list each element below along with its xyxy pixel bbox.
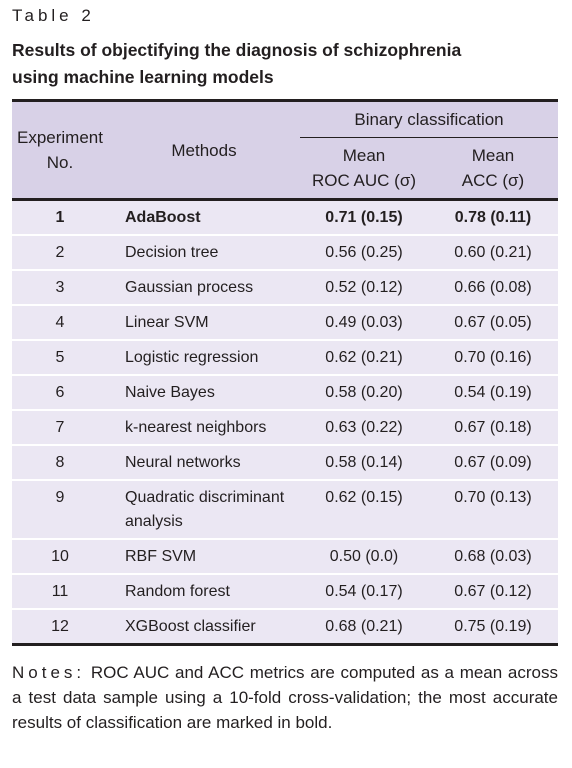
experiment-no: 2 — [12, 234, 108, 270]
notes-label: Notes: — [12, 663, 86, 682]
table-row: 4 Linear SVM 0.49 (0.03) 0.67 (0.05) — [12, 304, 558, 340]
roc-auc: 0.62 (0.15) — [300, 479, 428, 539]
acc: 0.67 (0.09) — [428, 444, 558, 480]
table-body: 1 AdaBoost 0.71 (0.15) 0.78 (0.11) 2 Decision… — [12, 199, 558, 645]
acc: 0.67 (0.18) — [428, 409, 558, 445]
acc: 0.67 (0.05) — [428, 304, 558, 340]
method: Logistic regression — [108, 339, 300, 375]
acc: 0.68 (0.03) — [428, 538, 558, 574]
roc-auc: 0.54 (0.17) — [300, 573, 428, 609]
acc: 0.70 (0.13) — [428, 479, 558, 539]
header-line: No. — [46, 153, 74, 172]
table-label: Table 2 — [12, 6, 95, 25]
table-row: 2 Decision tree 0.56 (0.25) 0.60 (0.21) — [12, 234, 558, 270]
experiment-no: 8 — [12, 444, 108, 480]
roc-auc: 0.68 (0.21) — [300, 608, 428, 645]
acc: 0.70 (0.16) — [428, 339, 558, 375]
header-methods: Methods — [108, 100, 300, 200]
acc: 0.78 (0.11) — [428, 199, 558, 235]
table-row: 10 RBF SVM 0.50 (0.0) 0.68 (0.03) — [12, 538, 558, 574]
table-row: 5 Logistic regression 0.62 (0.21) 0.70 (0.1… — [12, 339, 558, 375]
method: XGBoost classifier — [108, 608, 300, 645]
header-experiment: Experiment No. — [12, 100, 108, 200]
roc-auc: 0.62 (0.21) — [300, 339, 428, 375]
experiment-no: 12 — [12, 608, 108, 645]
method: Quadratic discriminant analysis — [108, 479, 300, 539]
method: Naive Bayes — [108, 374, 300, 410]
roc-auc: 0.71 (0.15) — [300, 199, 428, 235]
roc-auc: 0.58 (0.20) — [300, 374, 428, 410]
table-title: Results of objectifying the diagnosis of… — [12, 40, 462, 87]
header-line: ACC (σ) — [461, 171, 525, 190]
header-line: Mean — [471, 146, 515, 165]
experiment-no: 9 — [12, 479, 108, 539]
roc-auc: 0.63 (0.22) — [300, 409, 428, 445]
table-row: 9 Quadratic discriminant analysis 0.62 (0.… — [12, 479, 558, 539]
header-acc: Mean ACC (σ) — [428, 137, 558, 200]
experiment-no: 7 — [12, 409, 108, 445]
method: AdaBoost — [108, 199, 300, 235]
roc-auc: 0.58 (0.14) — [300, 444, 428, 480]
table-row: 3 Gaussian process 0.52 (0.12) 0.66 (0.08) — [12, 269, 558, 305]
experiment-no: 5 — [12, 339, 108, 375]
notes: Notes: ROC AUC and ACC metrics are compu… — [12, 660, 558, 735]
header-line: ROC AUC (σ) — [312, 171, 416, 190]
table-row: 6 Naive Bayes 0.58 (0.20) 0.54 (0.19) — [12, 374, 558, 410]
roc-auc: 0.52 (0.12) — [300, 269, 428, 305]
table-row: 12 XGBoost classifier 0.68 (0.21) 0.75 (0.1… — [12, 608, 558, 645]
header-line: Experiment — [17, 128, 103, 147]
results-table: Experiment No. Methods Binary classifica… — [12, 99, 558, 646]
experiment-no: 11 — [12, 573, 108, 609]
roc-auc: 0.50 (0.0) — [300, 538, 428, 574]
experiment-no: 10 — [12, 538, 108, 574]
acc: 0.67 (0.12) — [428, 573, 558, 609]
method: RBF SVM — [108, 538, 300, 574]
experiment-no: 1 — [12, 199, 108, 235]
acc: 0.75 (0.19) — [428, 608, 558, 645]
method: Neural networks — [108, 444, 300, 480]
table-row: 7 k-nearest neighbors 0.63 (0.22) 0.67 (0.1… — [12, 409, 558, 445]
roc-auc: 0.56 (0.25) — [300, 234, 428, 270]
method: Decision tree — [108, 234, 300, 270]
method: Gaussian process — [108, 269, 300, 305]
table-row: 8 Neural networks 0.58 (0.14) 0.67 (0.09) — [12, 444, 558, 480]
table-row: 11 Random forest 0.54 (0.17) 0.67 (0.12) — [12, 573, 558, 609]
table-row: 1 AdaBoost 0.71 (0.15) 0.78 (0.11) — [12, 199, 558, 235]
header-roc: Mean ROC AUC (σ) — [300, 137, 428, 200]
experiment-no: 6 — [12, 374, 108, 410]
experiment-no: 4 — [12, 304, 108, 340]
acc: 0.66 (0.08) — [428, 269, 558, 305]
method: Random forest — [108, 573, 300, 609]
header-group: Binary classification — [300, 100, 558, 138]
roc-auc: 0.49 (0.03) — [300, 304, 428, 340]
acc: 0.54 (0.19) — [428, 374, 558, 410]
notes-text: ROC AUC and ACC metrics are computed as … — [12, 663, 558, 732]
experiment-no: 3 — [12, 269, 108, 305]
method: Linear SVM — [108, 304, 300, 340]
header-line: Mean — [342, 146, 386, 165]
acc: 0.60 (0.21) — [428, 234, 558, 270]
method: k-nearest neighbors — [108, 409, 300, 445]
